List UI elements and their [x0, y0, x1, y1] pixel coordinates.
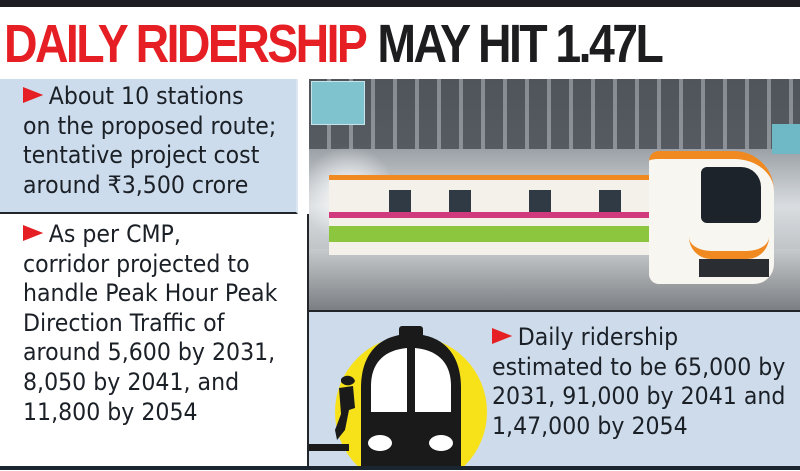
peak-traffic-text: As per CMP, corridor projected to handle… [23, 220, 277, 427]
metro-train-with-passenger-icon [309, 312, 509, 471]
line: handle Peak Hour Peak [23, 279, 278, 308]
line: estimated to be 65,000 by [492, 352, 786, 381]
line: tentative project cost [23, 141, 260, 170]
train-windshield [701, 167, 761, 223]
line: around 5,600 by 2031, [23, 338, 276, 367]
bottom-border [0, 466, 800, 470]
train-body [329, 175, 649, 255]
line: 2031, 91,000 by 2041 and [492, 382, 786, 411]
line: About 10 stations [23, 82, 276, 112]
train-window [599, 190, 621, 212]
line: corridor projected to [23, 249, 250, 278]
station-roof [309, 79, 800, 149]
top-border [0, 0, 800, 7]
daily-ridership-text: Daily ridership estimated to be 65,000 b… [492, 323, 785, 441]
line: around ₹3,500 crore [23, 170, 249, 199]
peak-traffic-box: As per CMP, corridor projected to handle… [0, 214, 309, 466]
headline: DAILY RIDERSHIP MAY HIT 1.47L [4, 14, 664, 74]
train-stripe [329, 212, 649, 218]
line: on the proposed route; [23, 111, 277, 140]
train-window [449, 190, 471, 212]
train-window [389, 190, 411, 212]
line: Direction Traffic of [23, 308, 225, 337]
station-sign [311, 81, 365, 125]
line: As per CMP, [23, 220, 277, 250]
red-arrow-bullet-icon [492, 328, 513, 344]
metro-train-photo [309, 79, 800, 312]
line: Daily ridership [492, 323, 785, 353]
train-bumper [699, 259, 769, 277]
train-window [529, 190, 551, 212]
station-sign [772, 124, 800, 154]
train-orange-band [689, 237, 769, 259]
train-livery-green [329, 226, 649, 242]
line: 11,800 by 2054 [23, 397, 198, 426]
headline-black-part: MAY HIT 1.47L [377, 14, 664, 74]
line: 8,050 by 2041, and [23, 367, 240, 396]
line: 1,47,000 by 2054 [492, 411, 688, 440]
red-arrow-bullet-icon [23, 225, 44, 241]
stations-cost-text: About 10 stations on the proposed route;… [23, 82, 276, 200]
red-arrow-bullet-icon [23, 87, 44, 103]
train-front [649, 151, 774, 284]
stations-cost-box: About 10 stations on the proposed route;… [0, 79, 298, 214]
headline-red-part: DAILY RIDERSHIP [4, 14, 368, 74]
